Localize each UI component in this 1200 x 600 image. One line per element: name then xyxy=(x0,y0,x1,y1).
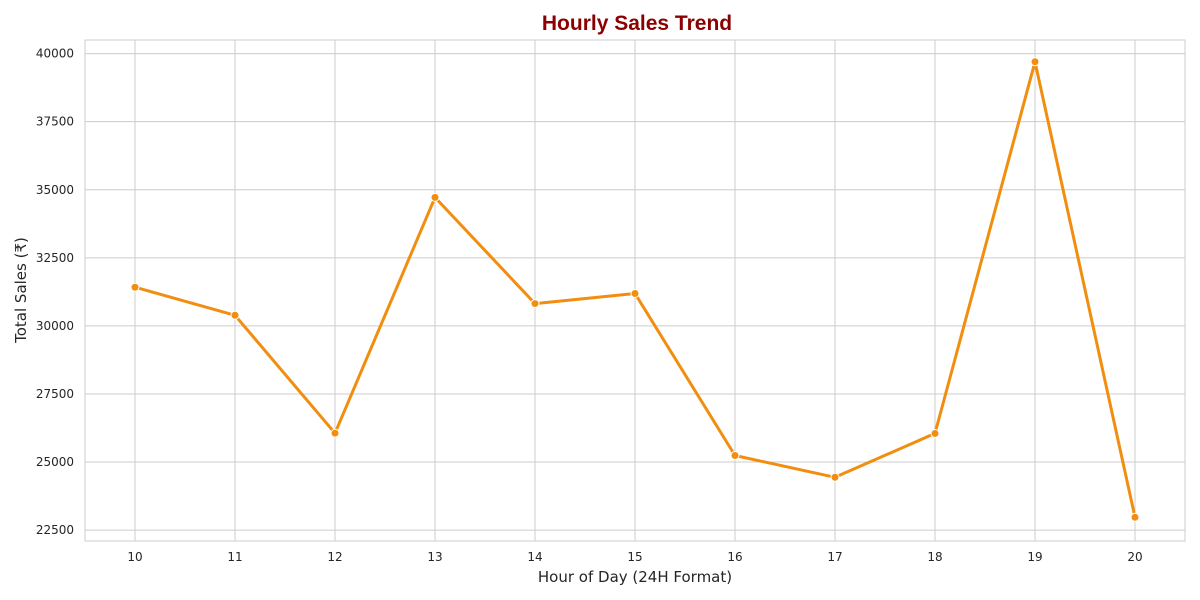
y-tick-label: 25000 xyxy=(36,455,74,469)
y-tick-label: 27500 xyxy=(36,387,74,401)
data-point xyxy=(830,472,840,482)
chart-title: Hourly Sales Trend xyxy=(542,12,732,35)
y-gridlines xyxy=(85,53,1185,531)
x-tick-label: 15 xyxy=(627,550,642,564)
x-tick-label: 12 xyxy=(327,550,342,564)
data-point xyxy=(1030,57,1040,67)
x-tick-labels: 10 11 12 13 14 15 16 17 18 19 20 xyxy=(127,550,1142,564)
y-tick-label: 35000 xyxy=(36,183,74,197)
y-axis-label: Total Sales (₹) xyxy=(12,237,30,344)
x-tick-label: 19 xyxy=(1027,550,1042,564)
data-point xyxy=(930,428,940,438)
y-tick-label: 37500 xyxy=(36,115,74,129)
data-point xyxy=(330,428,340,438)
data-point xyxy=(630,288,640,298)
data-point xyxy=(1130,512,1140,522)
x-tick-label: 14 xyxy=(527,550,542,564)
data-point xyxy=(130,282,140,292)
x-tick-label: 18 xyxy=(927,550,942,564)
y-tick-label: 32500 xyxy=(36,251,74,265)
y-tick-label: 30000 xyxy=(36,319,74,333)
data-point xyxy=(730,451,740,461)
x-axis-label: Hour of Day (24H Format) xyxy=(538,568,732,586)
x-tick-label: 10 xyxy=(127,550,142,564)
x-tick-label: 17 xyxy=(827,550,842,564)
y-tick-label: 40000 xyxy=(36,47,74,61)
x-tick-label: 16 xyxy=(727,550,742,564)
plot-frame xyxy=(84,39,1186,542)
data-point xyxy=(530,299,540,309)
x-tick-label: 20 xyxy=(1127,550,1142,564)
y-tick-labels: 22500 25000 27500 30000 32500 35000 37500 40000 xyxy=(36,47,74,537)
y-tick-label: 22500 xyxy=(36,523,74,537)
series-sales xyxy=(130,57,1140,522)
x-tick-label: 13 xyxy=(427,550,442,564)
data-point xyxy=(230,310,240,320)
data-point xyxy=(430,192,440,202)
x-tick-label: 11 xyxy=(227,550,242,564)
